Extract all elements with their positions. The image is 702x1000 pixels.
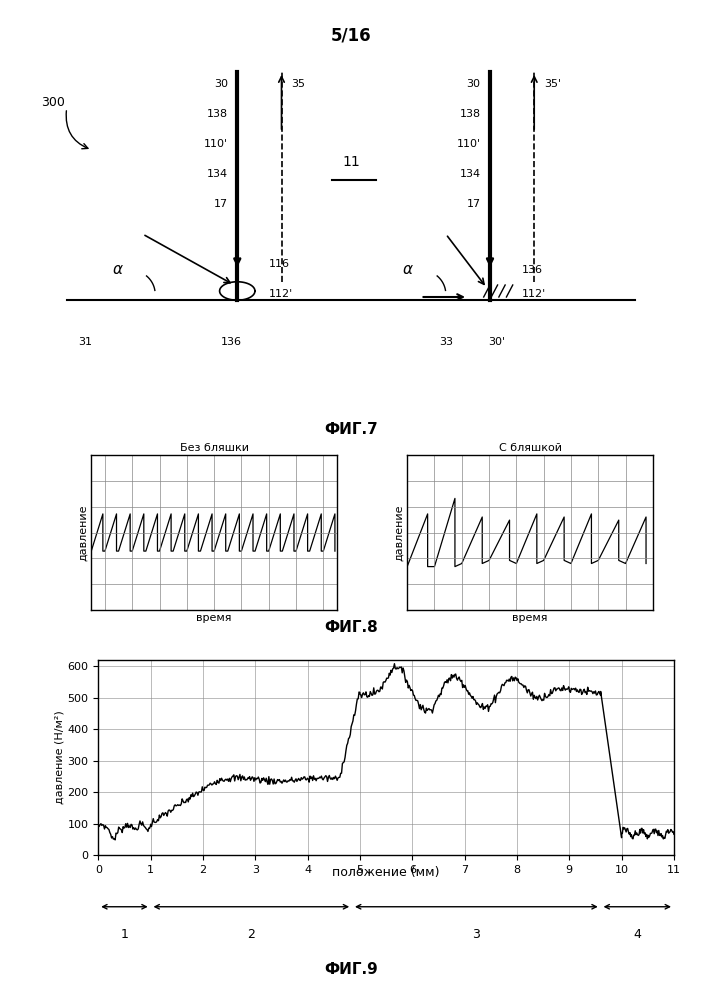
X-axis label: время: время	[512, 613, 548, 623]
Text: 30': 30'	[488, 337, 505, 347]
Text: 134: 134	[206, 169, 228, 179]
Title: С бляшкой: С бляшкой	[498, 443, 562, 453]
Title: Без бляшки: Без бляшки	[180, 443, 249, 453]
Text: 1: 1	[121, 928, 128, 941]
Text: положение (мм): положение (мм)	[332, 866, 440, 879]
Text: 134: 134	[459, 169, 481, 179]
Text: ФИГ.8: ФИГ.8	[324, 620, 378, 635]
Text: 300: 300	[41, 96, 65, 108]
Text: 30: 30	[467, 79, 481, 89]
X-axis label: время: время	[197, 613, 232, 623]
Text: 17: 17	[213, 199, 228, 209]
Text: α: α	[403, 262, 413, 277]
Text: 5/16: 5/16	[331, 26, 371, 44]
Text: 35': 35'	[544, 79, 561, 89]
Text: 2: 2	[247, 928, 256, 941]
Text: 138: 138	[459, 109, 481, 119]
Text: 4: 4	[633, 928, 641, 941]
Text: 138: 138	[206, 109, 228, 119]
Text: 35: 35	[291, 79, 305, 89]
Text: 3: 3	[472, 928, 480, 941]
Text: 136: 136	[220, 337, 241, 347]
Text: 17: 17	[466, 199, 481, 209]
Text: 110': 110'	[204, 139, 228, 149]
Text: 11: 11	[342, 155, 360, 169]
Text: ФИГ.7: ФИГ.7	[324, 422, 378, 438]
Text: 136: 136	[522, 265, 543, 275]
Text: 33: 33	[439, 337, 453, 347]
Text: 116: 116	[269, 259, 290, 269]
Y-axis label: давление: давление	[395, 504, 404, 561]
Y-axis label: давление (Н/м²): давление (Н/м²)	[55, 711, 65, 804]
Text: 31: 31	[79, 337, 93, 347]
Text: α: α	[112, 262, 122, 277]
Text: 30: 30	[214, 79, 228, 89]
Text: 112': 112'	[522, 289, 546, 299]
Text: ФИГ.9: ФИГ.9	[324, 962, 378, 978]
Text: 112': 112'	[269, 289, 293, 299]
Text: 110': 110'	[456, 139, 481, 149]
Y-axis label: давление: давление	[79, 504, 88, 561]
